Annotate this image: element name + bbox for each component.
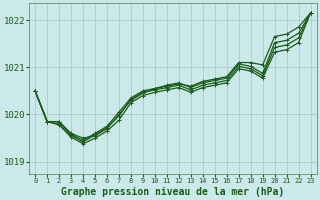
X-axis label: Graphe pression niveau de la mer (hPa): Graphe pression niveau de la mer (hPa) [61, 186, 284, 197]
